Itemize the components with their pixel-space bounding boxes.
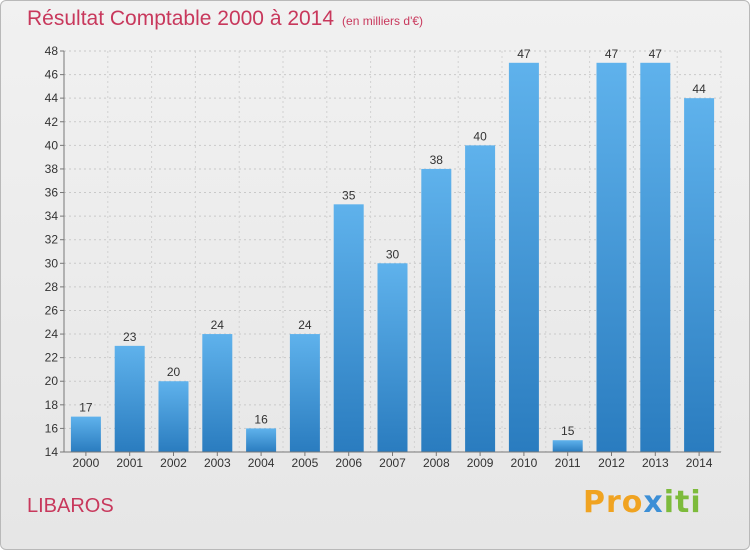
bar-2014 xyxy=(684,98,715,453)
bar-2012 xyxy=(596,62,627,452)
y-tick-label: 42 xyxy=(45,115,59,129)
bar-2003 xyxy=(202,334,233,452)
bar-2001 xyxy=(114,345,145,452)
proxiti-logo: Proxiti xyxy=(583,485,702,520)
y-tick-label: 14 xyxy=(45,445,59,459)
value-label: 15 xyxy=(561,424,575,438)
bar-2008 xyxy=(421,168,452,453)
bars: 17 23 20 24 16 24 35 30 38 40 47 15 47 47 44 xyxy=(70,47,715,453)
y-tick-label: 36 xyxy=(45,186,59,200)
bar-2007 xyxy=(377,263,408,452)
bar-2013 xyxy=(640,62,671,452)
y-tick-label: 48 xyxy=(45,44,59,58)
x-tick-label: 2001 xyxy=(116,456,143,470)
value-label: 40 xyxy=(473,129,487,143)
x-tick-label: 2013 xyxy=(642,456,669,470)
bar-2011 xyxy=(552,440,583,452)
y-tick-label: 40 xyxy=(45,138,59,152)
value-label: 35 xyxy=(342,188,356,202)
value-label: 47 xyxy=(649,47,663,61)
bar-2006 xyxy=(333,204,364,452)
x-tick-label: 2009 xyxy=(467,456,494,470)
title-text: Résultat Comptable 2000 à 2014 xyxy=(27,7,335,30)
value-label: 16 xyxy=(254,412,268,426)
y-tick-label: 30 xyxy=(45,256,59,270)
y-tick-label: 34 xyxy=(45,209,59,223)
y-tick-label: 44 xyxy=(45,91,59,105)
value-label: 47 xyxy=(605,47,619,61)
y-tick-label: 16 xyxy=(45,421,59,435)
x-tick-label: 2004 xyxy=(248,456,275,470)
x-tick-label: 2014 xyxy=(686,456,713,470)
bar-2010 xyxy=(508,62,539,452)
y-tick-label: 22 xyxy=(45,351,59,365)
x-tick-label: 2007 xyxy=(379,456,406,470)
y-tick-label: 32 xyxy=(45,233,59,247)
x-tick-label: 2006 xyxy=(335,456,362,470)
value-label: 17 xyxy=(79,401,93,415)
x-tick-label: 2012 xyxy=(598,456,625,470)
x-tick-label: 2000 xyxy=(73,456,100,470)
y-tick-label: 24 xyxy=(45,327,59,341)
value-label: 20 xyxy=(167,365,181,379)
x-tick-label: 2005 xyxy=(292,456,319,470)
value-label: 38 xyxy=(430,153,444,167)
bar-2004 xyxy=(246,428,277,452)
y-tick-label: 18 xyxy=(45,398,59,412)
y-tick-label: 46 xyxy=(45,68,59,82)
y-tick-label: 38 xyxy=(45,162,59,176)
value-label: 30 xyxy=(386,247,400,261)
x-tick-label: 2010 xyxy=(511,456,538,470)
value-label: 44 xyxy=(692,82,706,96)
y-tick-label: 20 xyxy=(45,374,59,388)
location-name: LIBAROS xyxy=(27,495,114,517)
chart-title: Résultat Comptable 2000 à 2014 (en millie… xyxy=(27,7,423,31)
y-tick-label: 28 xyxy=(45,280,59,294)
bar-2005 xyxy=(289,334,320,452)
x-tick-label: 2011 xyxy=(555,456,581,470)
value-label: 23 xyxy=(123,330,137,344)
value-label: 24 xyxy=(211,318,225,332)
axes: 14 16 18 20 22 24 26 28 30 32 34 36 38 40 42 44 46 48 2000… xyxy=(45,44,721,470)
x-tick-label: 2002 xyxy=(160,456,187,470)
y-tick-label: 26 xyxy=(45,303,59,317)
value-label: 47 xyxy=(517,47,531,61)
bar-2000 xyxy=(70,416,101,452)
bar-2009 xyxy=(465,145,496,452)
chart-subtitle: (en milliers d'€) xyxy=(342,14,424,28)
value-label: 24 xyxy=(298,318,312,332)
x-tick-label: 2003 xyxy=(204,456,231,470)
bar-2002 xyxy=(158,381,189,452)
x-tick-label: 2008 xyxy=(423,456,450,470)
